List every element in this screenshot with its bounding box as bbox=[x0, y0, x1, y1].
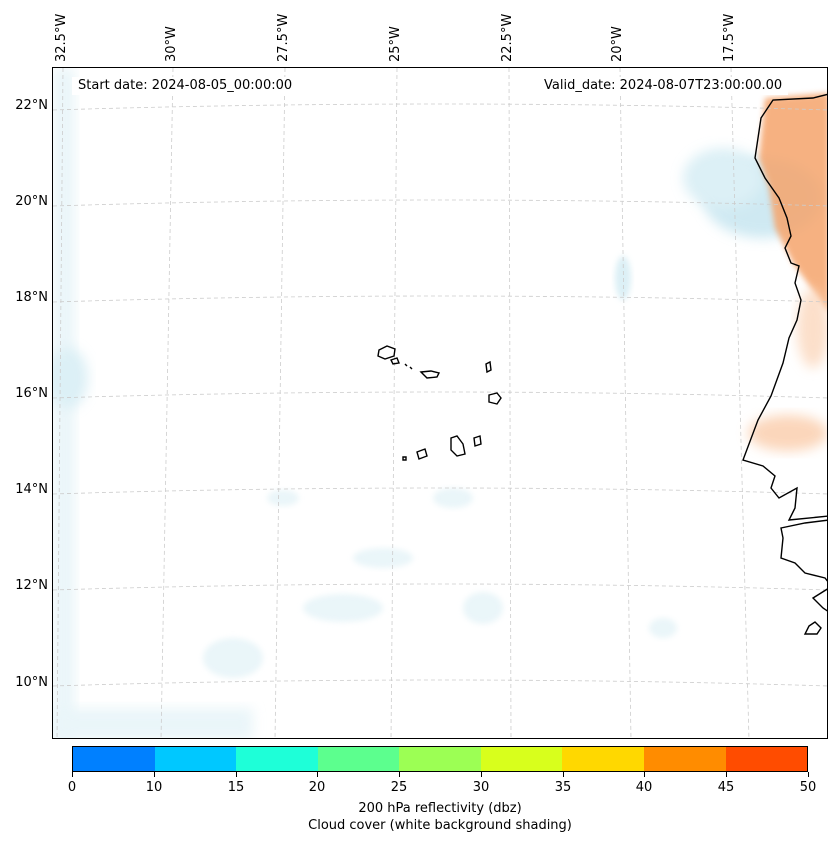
colorbar-segment bbox=[399, 747, 481, 771]
reflectivity-shading bbox=[748, 93, 827, 451]
island bbox=[390, 357, 400, 365]
cloud-patch bbox=[267, 490, 299, 506]
reflectivity-area bbox=[797, 288, 827, 368]
latitude-label: 18°N bbox=[15, 290, 48, 305]
colorbar bbox=[72, 746, 808, 772]
reflectivity-area bbox=[748, 415, 827, 451]
colorbar-sublabel: Cloud cover (white background shading) bbox=[308, 818, 572, 833]
parallel-line bbox=[53, 199, 827, 207]
cloud-patch bbox=[683, 148, 763, 208]
island bbox=[402, 456, 407, 461]
cloud-patch bbox=[53, 708, 253, 738]
colorbar-tick bbox=[154, 772, 155, 777]
map-panel[interactable] bbox=[52, 67, 828, 739]
cloud-cover-shading bbox=[53, 68, 823, 738]
meridian-line bbox=[390, 68, 398, 738]
cloud-patch bbox=[649, 618, 677, 638]
parallel-line bbox=[53, 103, 827, 111]
colorbar-label: 200 hPa reflectivity (dbz) bbox=[358, 801, 522, 816]
island bbox=[485, 360, 492, 374]
longitude-label: 22.5°W bbox=[500, 13, 515, 62]
latitude-label: 16°N bbox=[15, 386, 48, 401]
colorbar-tick bbox=[563, 772, 564, 777]
longitude-label: 30°W bbox=[164, 26, 179, 62]
colorbar-tick-label: 30 bbox=[472, 780, 490, 795]
meridian-line bbox=[730, 68, 750, 738]
colorbar-segment bbox=[725, 747, 808, 771]
colorbar-tick bbox=[399, 772, 400, 777]
latitude-label: 20°N bbox=[15, 194, 48, 209]
africa-coastline bbox=[742, 93, 827, 521]
colorbar-tick-label: 20 bbox=[308, 780, 326, 795]
map-canvas bbox=[53, 68, 827, 738]
longitude-label: 17.5°W bbox=[722, 13, 737, 62]
parallel-line bbox=[53, 391, 827, 399]
colorbar-tick bbox=[808, 772, 809, 777]
cloud-patch bbox=[203, 638, 263, 678]
cloud-patch bbox=[615, 256, 631, 300]
island bbox=[419, 370, 441, 379]
meridian-line bbox=[160, 68, 174, 738]
cloud-patch bbox=[353, 548, 413, 568]
cape-verde-islands bbox=[377, 345, 502, 461]
colorbar-tick-label: 10 bbox=[145, 780, 163, 795]
meridian-line bbox=[508, 68, 512, 738]
colorbar-tick bbox=[481, 772, 482, 777]
island bbox=[450, 435, 466, 457]
cloud-patch bbox=[303, 594, 383, 622]
africa-coastline bbox=[803, 621, 822, 635]
graticule bbox=[53, 68, 827, 738]
island bbox=[416, 448, 428, 460]
reflectivity-area bbox=[759, 93, 827, 311]
start-date-label: Start date: 2024-08-05_00:00:00 bbox=[72, 77, 299, 95]
island bbox=[409, 366, 413, 370]
colorbar-tick-label: 0 bbox=[67, 780, 77, 795]
parallel-line bbox=[53, 679, 827, 687]
coastline bbox=[742, 93, 827, 635]
colorbar-tick bbox=[644, 772, 645, 777]
parallel-line bbox=[53, 583, 827, 591]
valid-date-label: Valid_date: 2024-08-07T23:00:00.00 bbox=[538, 77, 789, 95]
colorbar-tick-label: 15 bbox=[227, 780, 245, 795]
africa-coastline bbox=[780, 519, 827, 582]
island bbox=[488, 392, 502, 405]
island bbox=[377, 345, 396, 360]
latitude-label: 22°N bbox=[15, 98, 48, 113]
colorbar-segment bbox=[317, 747, 400, 771]
colorbar-segment bbox=[154, 747, 237, 771]
longitude-label: 27.5°W bbox=[276, 13, 291, 62]
latitude-label: 14°N bbox=[15, 482, 48, 497]
colorbar-tick bbox=[726, 772, 727, 777]
africa-coastline bbox=[811, 588, 827, 612]
cloud-patch bbox=[53, 348, 88, 408]
colorbar-segment bbox=[236, 747, 318, 771]
meridian-line bbox=[56, 68, 64, 738]
meridian-line bbox=[274, 68, 286, 738]
parallel-line bbox=[53, 487, 827, 495]
colorbar-segment bbox=[643, 747, 726, 771]
colorbar-tick-label: 40 bbox=[635, 780, 653, 795]
island bbox=[404, 363, 408, 367]
colorbar-tick bbox=[236, 772, 237, 777]
island bbox=[473, 435, 482, 447]
latitude-label: 12°N bbox=[15, 578, 48, 593]
colorbar-tick-label: 25 bbox=[390, 780, 408, 795]
longitude-label: 20°W bbox=[610, 26, 625, 62]
latitude-label: 10°N bbox=[15, 675, 48, 690]
colorbar-tick-label: 50 bbox=[799, 780, 817, 795]
colorbar-tick-label: 35 bbox=[554, 780, 572, 795]
meridian-line bbox=[619, 68, 632, 738]
longitude-label: 32.5°W bbox=[54, 13, 69, 62]
colorbar-segment bbox=[73, 747, 155, 771]
longitude-label: 25°W bbox=[388, 26, 403, 62]
colorbar-tick bbox=[317, 772, 318, 777]
cloud-patch bbox=[463, 592, 503, 624]
colorbar-segment bbox=[480, 747, 563, 771]
colorbar-segment bbox=[562, 747, 644, 771]
parallel-line bbox=[53, 295, 827, 303]
colorbar-tick-label: 45 bbox=[717, 780, 735, 795]
colorbar-tick bbox=[72, 772, 73, 777]
cloud-patch bbox=[433, 488, 473, 508]
